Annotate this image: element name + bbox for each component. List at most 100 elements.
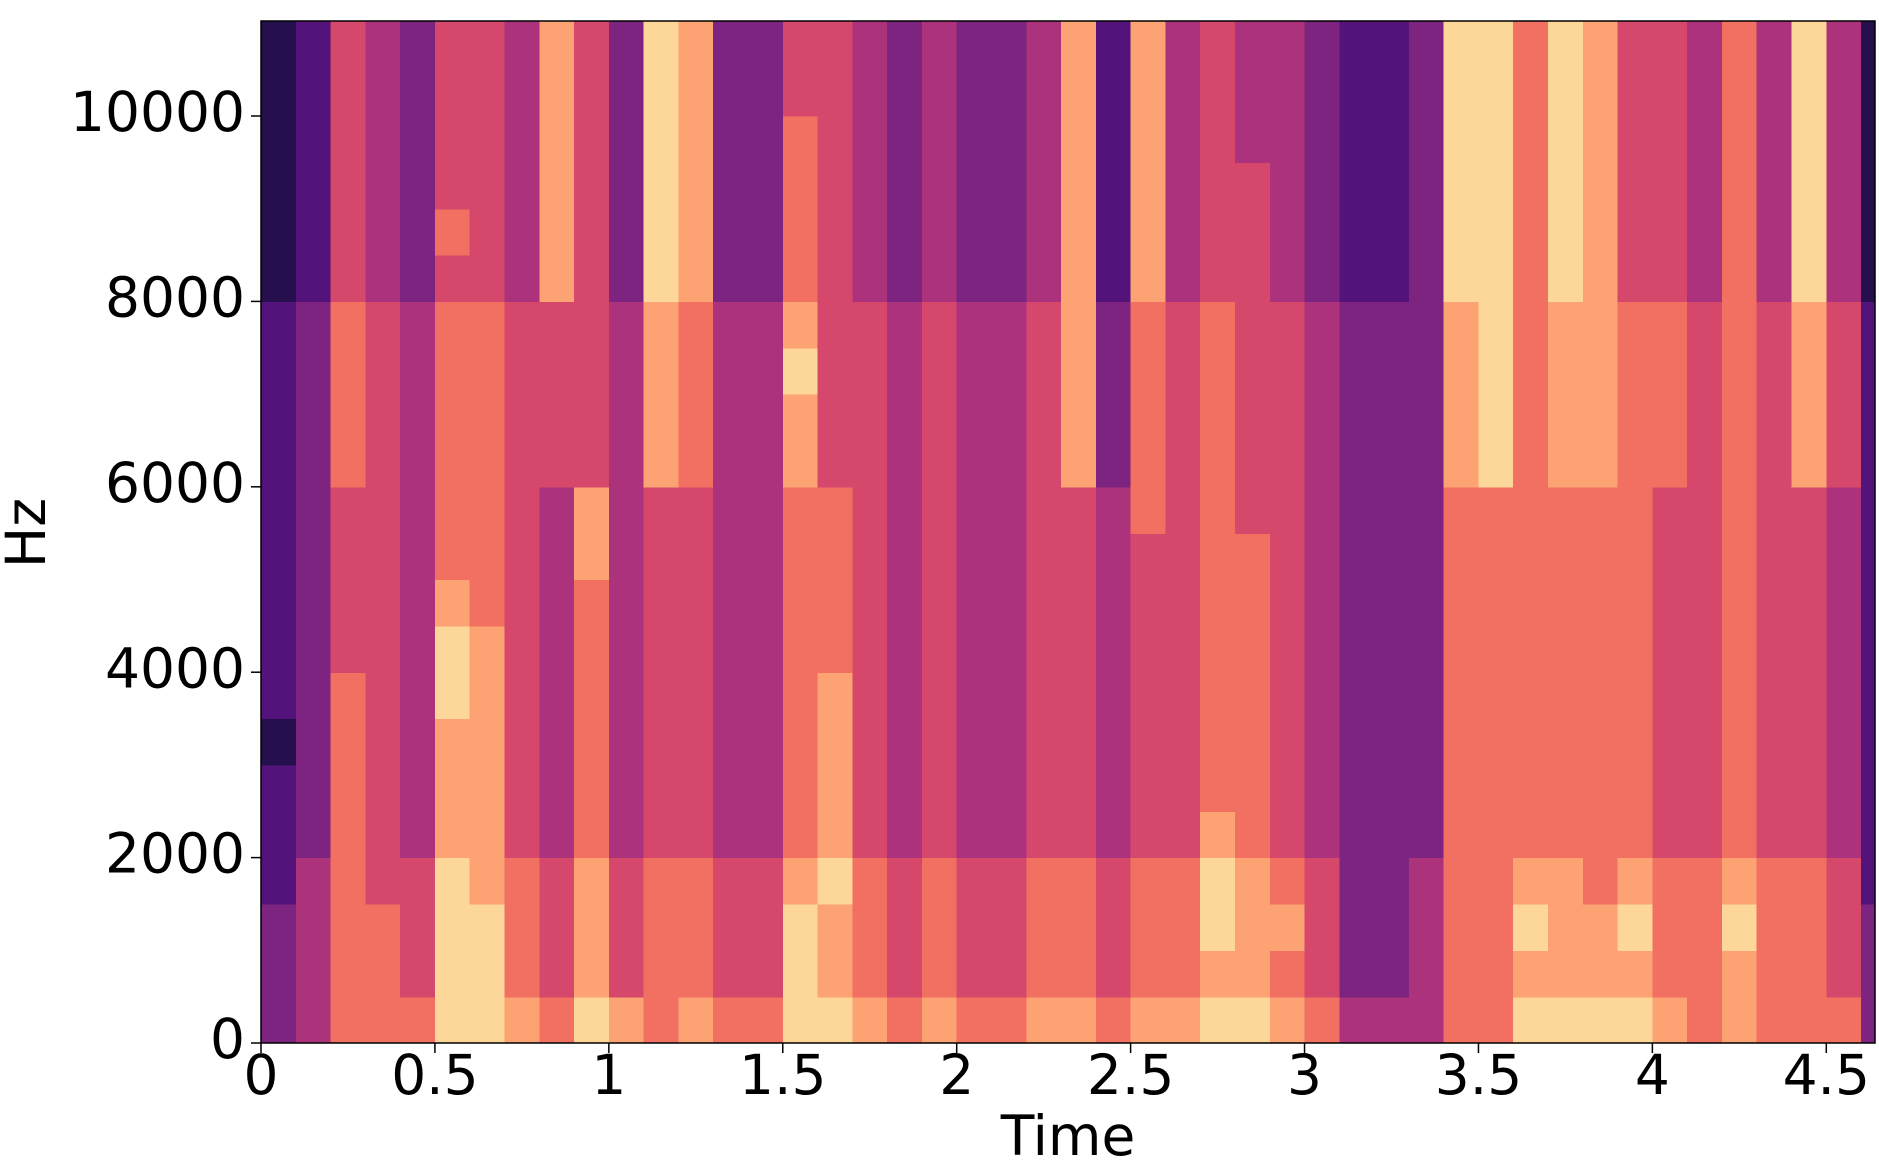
cell: [1652, 579, 1688, 627]
cell: [921, 579, 958, 627]
cell: [330, 672, 366, 720]
cell: [574, 208, 610, 256]
cell: [1513, 116, 1549, 163]
cell: [956, 718, 993, 766]
cell: [643, 69, 680, 117]
cell: [1861, 764, 1876, 812]
cell: [1756, 950, 1793, 998]
cell: [1652, 116, 1688, 163]
cell: [1652, 857, 1688, 905]
cell: [434, 811, 471, 859]
cell: [1652, 718, 1688, 766]
cell: [469, 996, 506, 1044]
cell: [504, 764, 540, 812]
cell: [330, 255, 366, 303]
cell: [1408, 579, 1445, 627]
cell: [1826, 208, 1862, 256]
cell: [1548, 811, 1584, 859]
cell: [365, 486, 401, 534]
cell: [1791, 69, 1827, 117]
cell: [1687, 21, 1723, 71]
cell: [991, 440, 1027, 488]
cell: [887, 950, 923, 998]
cell: [330, 208, 366, 256]
cell: [1200, 208, 1236, 256]
cell: [1582, 347, 1619, 395]
cell: [1061, 440, 1097, 488]
cell: [1478, 950, 1514, 998]
cell: [469, 162, 506, 210]
cell: [1826, 718, 1862, 766]
cell: [434, 579, 471, 627]
cell: [1234, 950, 1271, 998]
cell: [1548, 301, 1584, 349]
cell: [1826, 255, 1862, 303]
cell: [1304, 394, 1340, 442]
cell: [1269, 162, 1306, 210]
cell: [1339, 394, 1375, 442]
cell: [1339, 625, 1375, 673]
cell: [574, 950, 610, 998]
cell: [713, 811, 749, 859]
cell: [1478, 764, 1514, 812]
x-tick-label: 3: [1287, 1043, 1322, 1107]
cell: [1026, 811, 1062, 859]
cell: [608, 486, 645, 534]
cell: [1548, 208, 1584, 256]
cell: [1791, 21, 1827, 71]
cell: [1861, 950, 1876, 998]
cell: [1095, 718, 1132, 766]
cell: [1165, 162, 1201, 210]
cell: [887, 857, 923, 905]
cell: [991, 718, 1027, 766]
cell: [1200, 903, 1236, 951]
cell: [956, 625, 993, 673]
cell: [1408, 347, 1445, 395]
cell: [1374, 811, 1410, 859]
cell: [574, 903, 610, 951]
cell: [400, 486, 436, 534]
cell: [1478, 486, 1514, 534]
cell: [678, 996, 714, 1044]
cell: [1478, 21, 1514, 71]
cell: [1026, 533, 1062, 581]
cell: [921, 208, 958, 256]
cell: [1339, 903, 1375, 951]
cell: [817, 301, 853, 349]
cell: [921, 533, 958, 581]
cell: [713, 903, 749, 951]
cell: [1791, 116, 1827, 163]
cell: [539, 21, 575, 71]
cell: [1095, 672, 1132, 720]
cell: [1200, 718, 1236, 766]
cell: [713, 440, 749, 488]
cell: [747, 394, 784, 442]
cell: [469, 486, 506, 534]
cell: [1269, 718, 1306, 766]
cell: [504, 486, 540, 534]
cell: [1756, 533, 1793, 581]
cell: [608, 440, 645, 488]
cell: [330, 718, 366, 766]
cell: [295, 811, 332, 859]
cell: [1617, 903, 1653, 951]
cell: [608, 811, 645, 859]
cell: [1861, 857, 1876, 905]
cell: [400, 301, 436, 349]
cell: [1617, 672, 1653, 720]
cell: [1339, 440, 1375, 488]
cell: [956, 950, 993, 998]
cell: [365, 301, 401, 349]
cell: [1548, 764, 1584, 812]
cell: [1339, 486, 1375, 534]
cell: [1443, 903, 1480, 951]
cell: [678, 394, 714, 442]
cell: [1478, 394, 1514, 442]
cell: [1339, 162, 1375, 210]
cell: [1165, 21, 1201, 71]
cell: [817, 162, 853, 210]
cell: [1304, 903, 1340, 951]
cell: [1234, 394, 1271, 442]
cell: [1339, 996, 1375, 1044]
cell: [956, 579, 993, 627]
